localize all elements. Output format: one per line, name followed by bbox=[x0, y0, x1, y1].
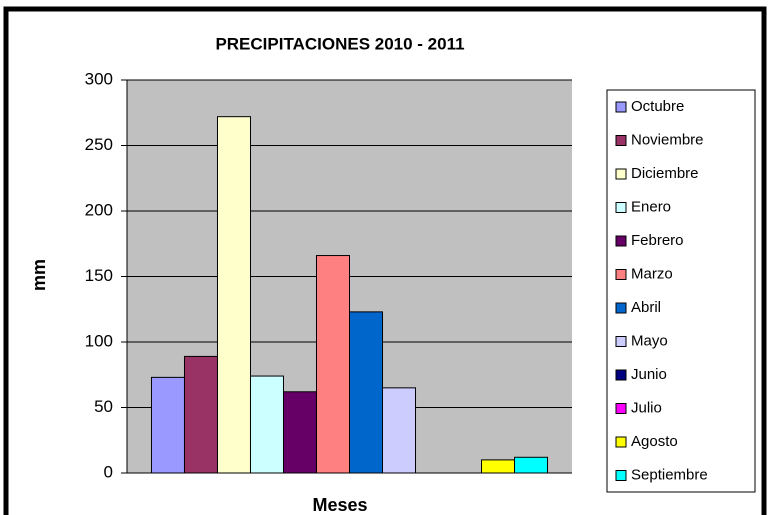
legend-swatch bbox=[615, 135, 627, 146]
legend-swatch bbox=[615, 168, 627, 180]
legend-swatch bbox=[615, 302, 627, 314]
legend-label: Marzo bbox=[631, 265, 673, 282]
legend-swatch bbox=[615, 403, 627, 414]
legend-label: Noviembre bbox=[631, 131, 704, 148]
bar bbox=[481, 459, 516, 474]
legend-label: Agosto bbox=[631, 433, 678, 450]
legend-label: Julio bbox=[631, 399, 662, 416]
y-tick-label: 200 bbox=[85, 200, 113, 219]
legend-label: Mayo bbox=[631, 332, 668, 349]
legend-label: Septiembre bbox=[631, 466, 708, 483]
bar bbox=[514, 456, 549, 474]
x-axis-label: Meses bbox=[312, 495, 367, 515]
legend-label: Enero bbox=[631, 198, 671, 215]
legend-label: Abril bbox=[631, 299, 661, 316]
legend-label: Octubre bbox=[631, 98, 684, 115]
y-tick-label: 0 bbox=[104, 462, 113, 481]
y-axis-label: mm bbox=[29, 259, 49, 291]
legend-label: Junio bbox=[631, 366, 667, 383]
legend-swatch bbox=[615, 269, 627, 280]
legend-swatch bbox=[615, 235, 627, 247]
bar bbox=[150, 376, 185, 474]
y-tick-label: 50 bbox=[94, 397, 113, 416]
legend-swatch bbox=[615, 101, 627, 113]
legend-swatch bbox=[615, 202, 627, 213]
y-tick-label: 100 bbox=[85, 331, 113, 350]
y-tick-label: 300 bbox=[85, 69, 113, 88]
bar bbox=[282, 391, 317, 474]
legend-label: Diciembre bbox=[631, 165, 699, 182]
bar bbox=[382, 387, 417, 474]
bar bbox=[249, 375, 284, 474]
bar bbox=[349, 311, 384, 474]
chart-title: PRECIPITACIONES 2010 - 2011 bbox=[215, 34, 464, 53]
legend-swatch bbox=[615, 336, 627, 347]
legend bbox=[606, 89, 756, 493]
bar bbox=[183, 355, 218, 474]
legend-swatch bbox=[615, 470, 627, 481]
y-tick-label: 150 bbox=[85, 266, 113, 285]
legend-swatch bbox=[615, 436, 627, 448]
y-tick-label: 250 bbox=[85, 135, 113, 154]
bar bbox=[216, 116, 251, 474]
legend-swatch bbox=[615, 369, 627, 381]
bar bbox=[315, 255, 350, 474]
legend-label: Febrero bbox=[631, 232, 684, 249]
